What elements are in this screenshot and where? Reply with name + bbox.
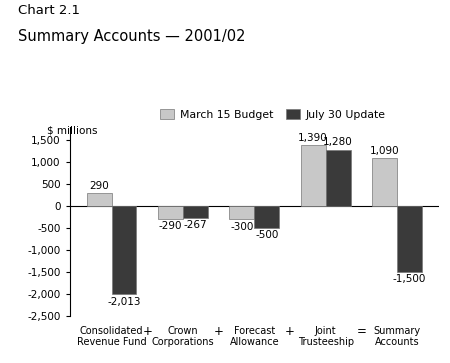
Legend: March 15 Budget, July 30 Update: March 15 Budget, July 30 Update (160, 109, 385, 120)
Bar (397, 206, 422, 272)
Text: -500: -500 (255, 231, 279, 240)
Bar (229, 206, 254, 219)
Text: -290: -290 (159, 221, 182, 231)
Bar (183, 206, 208, 218)
Text: -300: -300 (230, 222, 253, 232)
Bar (254, 206, 279, 228)
Text: 1,280: 1,280 (323, 138, 353, 147)
Bar (326, 150, 351, 206)
Text: +: + (214, 325, 224, 338)
Text: Chart 2.1: Chart 2.1 (18, 4, 80, 17)
Bar (301, 145, 326, 206)
Text: -2,013: -2,013 (107, 297, 141, 307)
Text: 290: 290 (89, 181, 109, 191)
Text: +: + (285, 325, 295, 338)
Bar (158, 206, 183, 219)
Bar (86, 193, 112, 206)
Text: 1,390: 1,390 (298, 132, 328, 143)
Text: =: = (356, 325, 366, 338)
Text: -1,500: -1,500 (393, 274, 426, 284)
Bar (112, 206, 136, 294)
Text: 1,090: 1,090 (370, 146, 399, 156)
Text: Summary Accounts — 2001/02: Summary Accounts — 2001/02 (18, 29, 246, 44)
Text: +: + (142, 325, 152, 338)
Text: -267: -267 (184, 220, 207, 230)
Bar (372, 158, 397, 206)
Text: $ millions: $ millions (47, 126, 98, 136)
